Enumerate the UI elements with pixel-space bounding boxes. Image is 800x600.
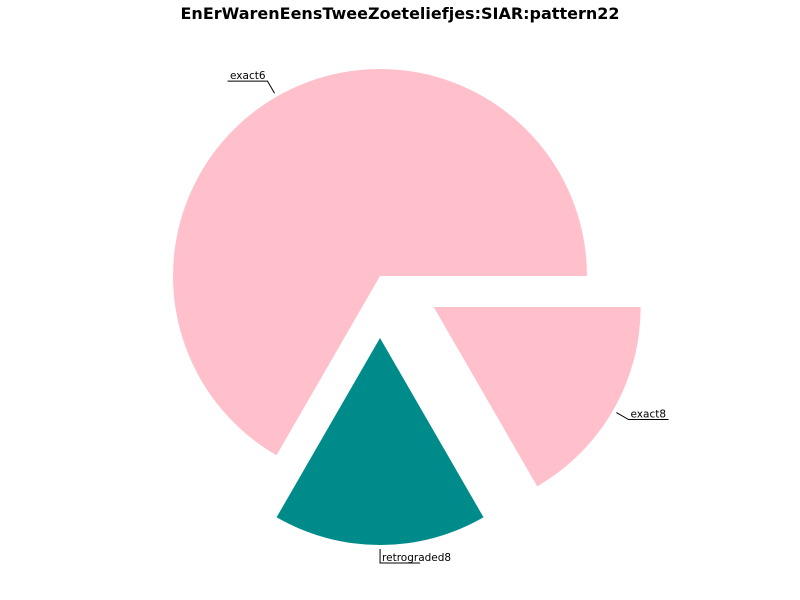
slice-label-exact8: exact8: [631, 409, 667, 421]
pie-slice-exact6: [173, 68, 587, 456]
slice-labels: exact6 exact8 retrograded8: [227, 70, 669, 564]
slice-label-retrograded8: retrograded8: [382, 552, 451, 564]
pie-slice-exact8: [433, 307, 641, 487]
pie-slices: [173, 68, 641, 545]
leader-line-exact6: [227, 80, 275, 94]
slice-label-exact6: exact6: [230, 70, 266, 82]
leader-line-retrograded8: [379, 548, 421, 564]
chart-title: EnErWarenEensTweeZoeteliefjes:SIAR:patte…: [181, 4, 620, 23]
pie-slice-retrograded8: [276, 338, 484, 545]
leader-line-exact8: [616, 412, 669, 421]
